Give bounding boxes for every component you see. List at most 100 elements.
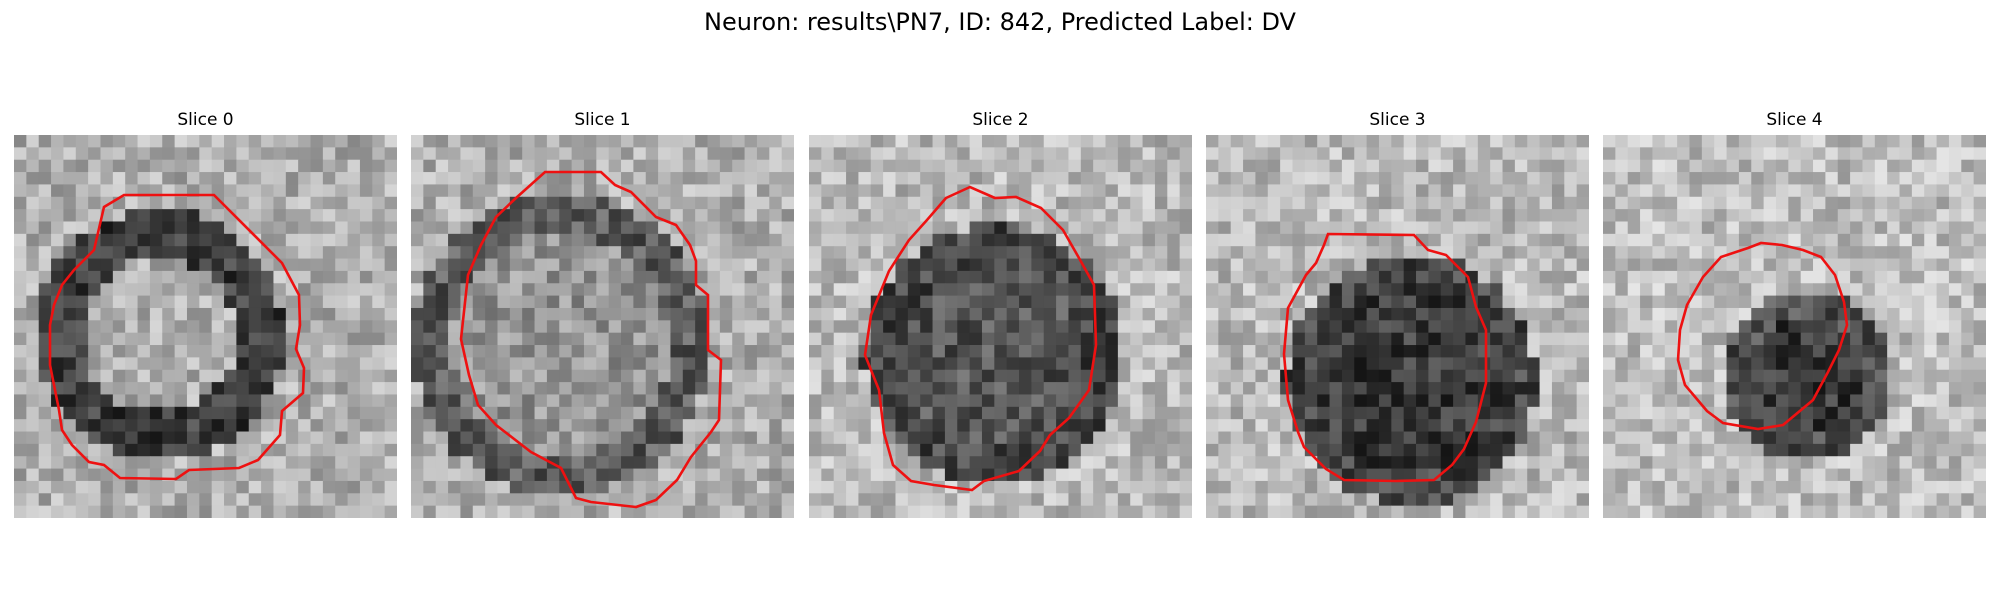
image-pixel: [1948, 246, 1962, 259]
image-pixel: [1255, 258, 1269, 272]
image-pixel: [1366, 505, 1380, 518]
image-pixel: [1354, 196, 1368, 210]
image-pixel: [944, 394, 958, 408]
image-pixel: [1502, 369, 1516, 383]
image-pixel: [944, 221, 958, 235]
image-pixel: [920, 172, 933, 185]
image-pixel: [769, 369, 783, 383]
image-pixel: [571, 135, 585, 148]
image-pixel: [359, 172, 373, 185]
image-pixel: [1117, 493, 1131, 507]
image-pixel: [1677, 394, 1690, 408]
image-pixel: [1640, 270, 1653, 284]
image-pixel: [621, 270, 634, 284]
image-pixel: [957, 307, 971, 321]
image-pixel: [583, 196, 597, 210]
image-pixel: [1948, 493, 1962, 507]
image-pixel: [1391, 221, 1405, 235]
image-pixel: [1378, 419, 1392, 432]
image-pixel: [1105, 221, 1119, 235]
image-pixel: [944, 295, 958, 309]
image-pixel: [472, 209, 486, 222]
image-pixel: [981, 258, 995, 272]
image-pixel: [1304, 307, 1318, 321]
image-pixel: [497, 332, 511, 346]
image-pixel: [621, 246, 634, 259]
image-pixel: [75, 159, 89, 173]
image-pixel: [485, 147, 498, 161]
image-pixel: [1105, 147, 1119, 161]
image-pixel: [88, 159, 101, 173]
image-pixel: [1354, 468, 1368, 482]
image-pixel: [907, 456, 921, 469]
image-pixel: [38, 406, 52, 420]
image-pixel: [1206, 468, 1219, 482]
image-pixel: [1936, 480, 1950, 494]
image-pixel: [1800, 493, 1814, 507]
image-pixel: [1948, 419, 1962, 432]
image-pixel: [63, 345, 77, 358]
image-pixel: [920, 456, 933, 469]
slice-title: Slice 4: [1766, 110, 1823, 130]
image-pixel: [273, 357, 287, 371]
image-pixel: [1664, 357, 1678, 371]
image-pixel: [633, 246, 647, 259]
image-pixel: [224, 135, 237, 148]
image-pixel: [1874, 505, 1888, 518]
image-pixel: [719, 431, 733, 445]
image-pixel: [719, 209, 733, 222]
image-pixel: [448, 320, 461, 334]
image-pixel: [981, 431, 995, 445]
image-pixel: [1477, 295, 1491, 309]
image-pixel: [1911, 493, 1925, 507]
image-pixel: [1019, 135, 1032, 148]
image-pixel: [359, 270, 373, 284]
image-pixel: [559, 184, 573, 198]
image-pixel: [137, 369, 151, 383]
image-pixel: [1576, 233, 1589, 247]
image-pixel: [1179, 221, 1192, 235]
image-pixel: [534, 406, 548, 420]
image-pixel: [645, 221, 659, 235]
image-pixel: [186, 419, 200, 432]
image-pixel: [1329, 505, 1343, 518]
image-pixel: [359, 443, 373, 457]
image-pixel: [335, 246, 348, 259]
image-pixel: [1677, 172, 1690, 185]
image-pixel: [1243, 172, 1256, 185]
image-pixel: [1218, 493, 1232, 507]
image-pixel: [497, 382, 511, 395]
image-pixel: [1564, 147, 1578, 161]
image-pixel: [522, 357, 535, 371]
image-pixel: [1862, 419, 1876, 432]
image-pixel: [1763, 382, 1777, 395]
image-pixel: [559, 147, 573, 161]
image-pixel: [1689, 196, 1703, 210]
image-pixel: [359, 431, 373, 445]
image-pixel: [969, 283, 983, 297]
image-pixel: [1800, 369, 1814, 383]
image-pixel: [546, 419, 560, 432]
image-pixel: [719, 369, 733, 383]
image-pixel: [1539, 135, 1553, 148]
image-pixel: [682, 419, 696, 432]
image-pixel: [1304, 505, 1318, 518]
image-pixel: [1490, 307, 1503, 321]
image-pixel: [75, 505, 89, 518]
image-pixel: [261, 456, 274, 469]
image-pixel: [1403, 468, 1417, 482]
image-pixel: [224, 221, 237, 235]
image-pixel: [994, 369, 1008, 383]
image-pixel: [1292, 468, 1306, 482]
image-pixel: [149, 135, 163, 148]
image-pixel: [1230, 505, 1244, 518]
image-pixel: [534, 307, 548, 321]
image-pixel: [1850, 431, 1863, 445]
image-pixel: [1477, 135, 1491, 148]
image-pixel: [608, 431, 622, 445]
image-pixel: [1813, 480, 1826, 494]
image-pixel: [1689, 468, 1703, 482]
image-pixel: [769, 456, 783, 469]
image-pixel: [846, 382, 859, 395]
image-pixel: [322, 443, 336, 457]
